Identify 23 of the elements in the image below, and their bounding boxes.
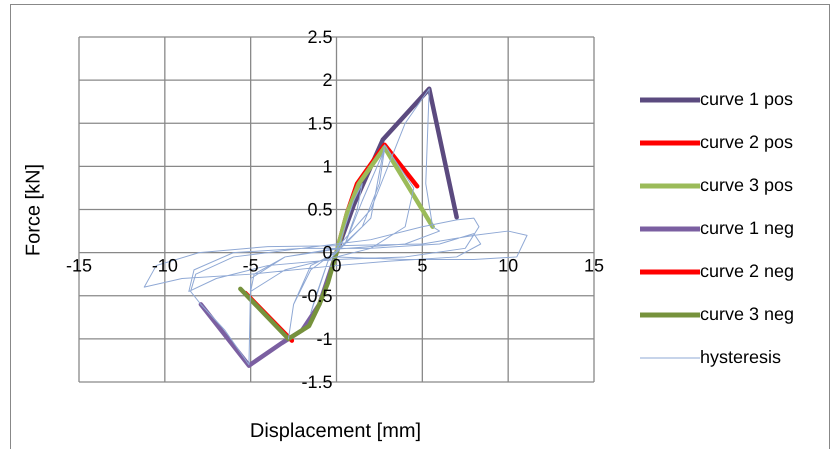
- legend-label: hysteresis: [700, 347, 782, 368]
- y-tick-label: -1.5: [301, 372, 332, 392]
- legend-label: curve 1 pos: [700, 89, 794, 110]
- x-tick-label: -15: [66, 256, 92, 276]
- legend-label: curve 2 pos: [700, 132, 794, 153]
- y-tick-label: 1.5: [307, 113, 332, 134]
- x-tick-label: 10: [498, 256, 518, 276]
- x-axis-title: Displacement [mm]: [248, 420, 422, 443]
- y-tick-label: 2.5: [307, 27, 332, 47]
- x-tick-label: -5: [242, 256, 259, 276]
- legend-label: curve 3 neg: [700, 304, 794, 325]
- y-tick-label: 0.5: [307, 200, 332, 220]
- legend-label: curve 1 neg: [700, 218, 794, 239]
- y-tick-label: 2: [322, 70, 332, 90]
- x-tick-label: -10: [152, 256, 178, 276]
- x-tick-label: 5: [417, 256, 428, 276]
- y-tick-label: 0: [322, 242, 332, 263]
- x-tick-label: 15: [584, 256, 604, 276]
- legend-label: curve 2 neg: [700, 261, 794, 282]
- y-tick-label: -1: [316, 328, 332, 349]
- y-tick-label: 1: [322, 156, 332, 176]
- legend-label: curve 3 pos: [700, 175, 794, 196]
- y-axis-title: Force [kN]: [22, 163, 46, 256]
